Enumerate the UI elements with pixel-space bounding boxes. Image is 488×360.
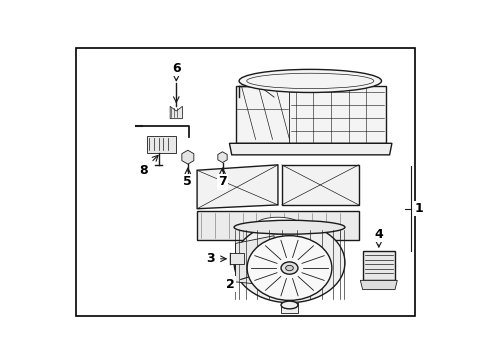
Polygon shape: [217, 152, 227, 163]
Ellipse shape: [285, 265, 293, 271]
Text: 7: 7: [218, 175, 226, 188]
Polygon shape: [229, 143, 391, 155]
Polygon shape: [288, 240, 297, 247]
Ellipse shape: [281, 262, 297, 274]
Text: 6: 6: [172, 62, 180, 75]
Polygon shape: [281, 302, 297, 313]
Polygon shape: [170, 106, 182, 119]
Polygon shape: [235, 86, 385, 143]
Polygon shape: [197, 211, 358, 240]
Text: 1: 1: [414, 202, 423, 215]
Polygon shape: [281, 165, 358, 205]
Polygon shape: [197, 165, 277, 209]
Text: 8: 8: [139, 164, 147, 177]
Ellipse shape: [281, 301, 297, 309]
Polygon shape: [147, 136, 176, 153]
Ellipse shape: [246, 236, 331, 300]
Ellipse shape: [234, 222, 344, 303]
Polygon shape: [230, 253, 244, 264]
Text: 2: 2: [225, 278, 234, 291]
Text: 5: 5: [183, 175, 192, 188]
Ellipse shape: [254, 217, 301, 234]
Bar: [76, 48, 414, 316]
Polygon shape: [360, 280, 396, 289]
Polygon shape: [182, 150, 193, 164]
Polygon shape: [257, 240, 266, 247]
Text: 4: 4: [374, 228, 383, 240]
Polygon shape: [362, 251, 394, 280]
Polygon shape: [235, 236, 274, 286]
Ellipse shape: [239, 69, 381, 93]
Text: 3: 3: [205, 252, 214, 265]
Ellipse shape: [234, 220, 344, 234]
